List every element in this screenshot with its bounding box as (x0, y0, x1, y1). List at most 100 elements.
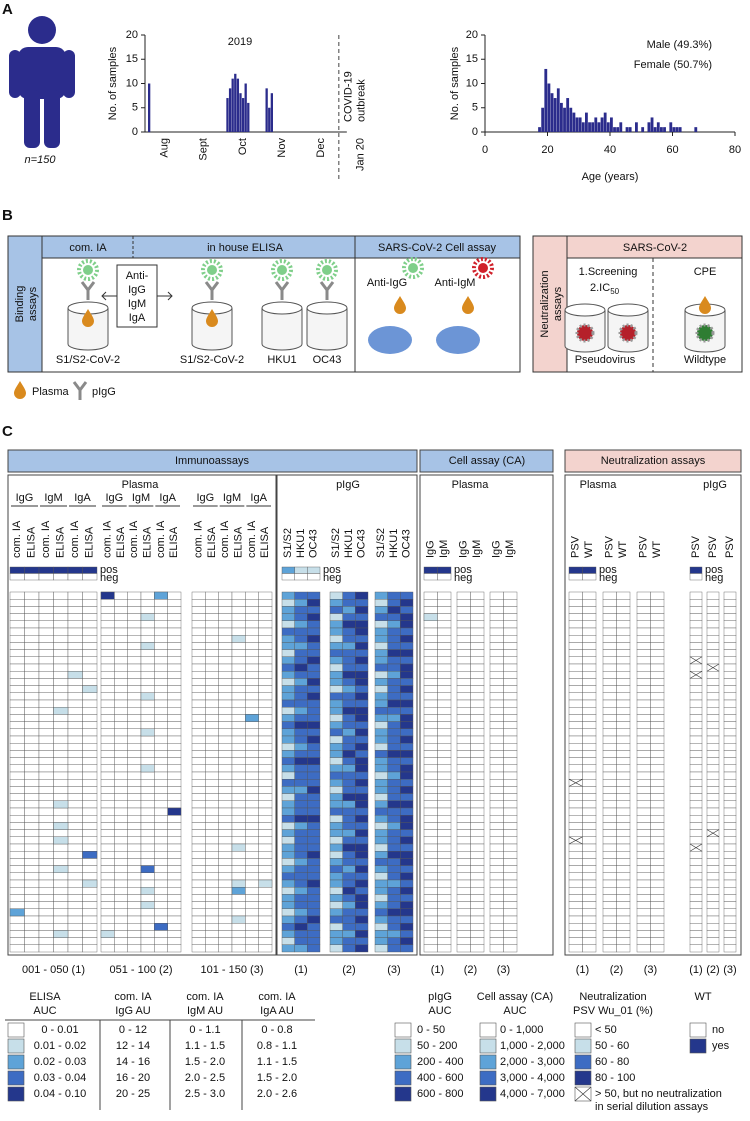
grid-cell (38, 627, 54, 636)
histogram-bar (656, 122, 660, 132)
grid-cell (154, 908, 168, 917)
grid-cell (602, 771, 617, 780)
heatmap-cell (374, 836, 388, 845)
grid-cell (582, 793, 597, 801)
grid-cell (231, 836, 246, 845)
grid-cell (602, 728, 617, 737)
heatmap-cell (387, 836, 401, 845)
grid-cell (258, 865, 273, 873)
grid-cell (636, 879, 651, 888)
grid-cell (191, 721, 206, 729)
heatmap-cell (400, 908, 414, 917)
grid-cell (470, 858, 485, 866)
heatmap-cell (281, 721, 295, 729)
grid-cell (706, 743, 720, 751)
grid-cell (650, 894, 665, 902)
grid-cell (127, 930, 142, 938)
grid-cell (636, 699, 651, 708)
grid-cell (67, 836, 83, 845)
grid-cell (154, 807, 168, 816)
grid-cell (191, 771, 206, 780)
grid-cell (114, 793, 128, 801)
histogram-bar (566, 98, 570, 132)
grid-cell (191, 735, 206, 744)
grid-cell (231, 829, 246, 837)
grid-cell (205, 671, 219, 679)
heatmap-cell (355, 901, 369, 909)
grid-cell (67, 613, 83, 621)
heatmap-cell (400, 750, 414, 758)
histogram-bar (588, 122, 591, 132)
cell-label: Anti-IgG (367, 277, 407, 289)
grid-cell (24, 822, 40, 830)
heatmap-cell (294, 620, 308, 629)
grid-cell (437, 836, 452, 845)
heatmap-cell (400, 757, 414, 765)
grid-cell (67, 793, 83, 801)
grid-cell (100, 800, 115, 809)
grid-cell (636, 915, 651, 924)
grid-cell (650, 815, 665, 823)
heatmap-cell (374, 606, 388, 614)
grid-cell (218, 613, 233, 621)
heatmap-cell (342, 699, 356, 708)
grid-cell (82, 707, 98, 715)
grid-cell (503, 591, 518, 600)
histogram-bar (575, 117, 579, 132)
grid-cell (38, 887, 54, 895)
heatmap-cell (294, 735, 308, 744)
grid-cell (100, 908, 115, 917)
grid-cell (24, 764, 40, 773)
grid-cell (456, 807, 471, 816)
grid-cell (67, 887, 83, 895)
grid-cell (650, 627, 665, 636)
grid-cell (245, 764, 259, 773)
grid-cell (470, 807, 485, 816)
grid-cell (423, 750, 438, 758)
grid-cell (82, 944, 98, 953)
grid-cell (437, 815, 452, 823)
legend-label: 16 - 20 (116, 1072, 150, 1084)
grid-cell (82, 591, 98, 600)
grid-cell (723, 887, 737, 895)
histogram-bar (660, 127, 663, 132)
grid-cell (231, 779, 246, 787)
heatmap-cell (307, 923, 321, 931)
grid-cell (140, 793, 155, 801)
grid-cell (489, 872, 504, 881)
grid-cell (650, 901, 665, 909)
grid-cell (24, 944, 40, 953)
heatmap-cell (307, 671, 321, 679)
heatmap-cell (355, 757, 369, 765)
heatmap-cell (355, 879, 369, 888)
grid-cell (706, 714, 720, 722)
grid-cell (191, 872, 206, 881)
grid-cell (127, 599, 142, 607)
legend-swatch (479, 1038, 497, 1054)
side-label: Binding (14, 286, 26, 323)
heatmap-cell (355, 800, 369, 809)
grid-cell (53, 620, 69, 629)
grid-cell (503, 807, 518, 816)
pos-control (53, 566, 69, 574)
grid-cell (706, 699, 720, 708)
grid-cell (706, 728, 720, 737)
legend-swatch (479, 1022, 497, 1038)
grid-cell (602, 786, 617, 794)
legend-swatch (7, 1038, 25, 1054)
grid-cell (568, 807, 583, 816)
grid-cell (636, 692, 651, 701)
pos-label: pos (323, 564, 341, 576)
grid-cell (191, 901, 206, 909)
grid-cell (423, 923, 438, 931)
heatmap-cell (400, 771, 414, 780)
grid-cell (602, 757, 617, 765)
grid-cell (53, 887, 69, 895)
heatmap-cell (374, 735, 388, 744)
heatmap-cell (387, 894, 401, 902)
legend-label: 4,000 - 7,000 (500, 1088, 565, 1100)
legend-title: com. IA (114, 991, 152, 1003)
heatmap-cell (387, 721, 401, 729)
histogram-bar (538, 127, 541, 132)
grid-cell (53, 591, 69, 600)
